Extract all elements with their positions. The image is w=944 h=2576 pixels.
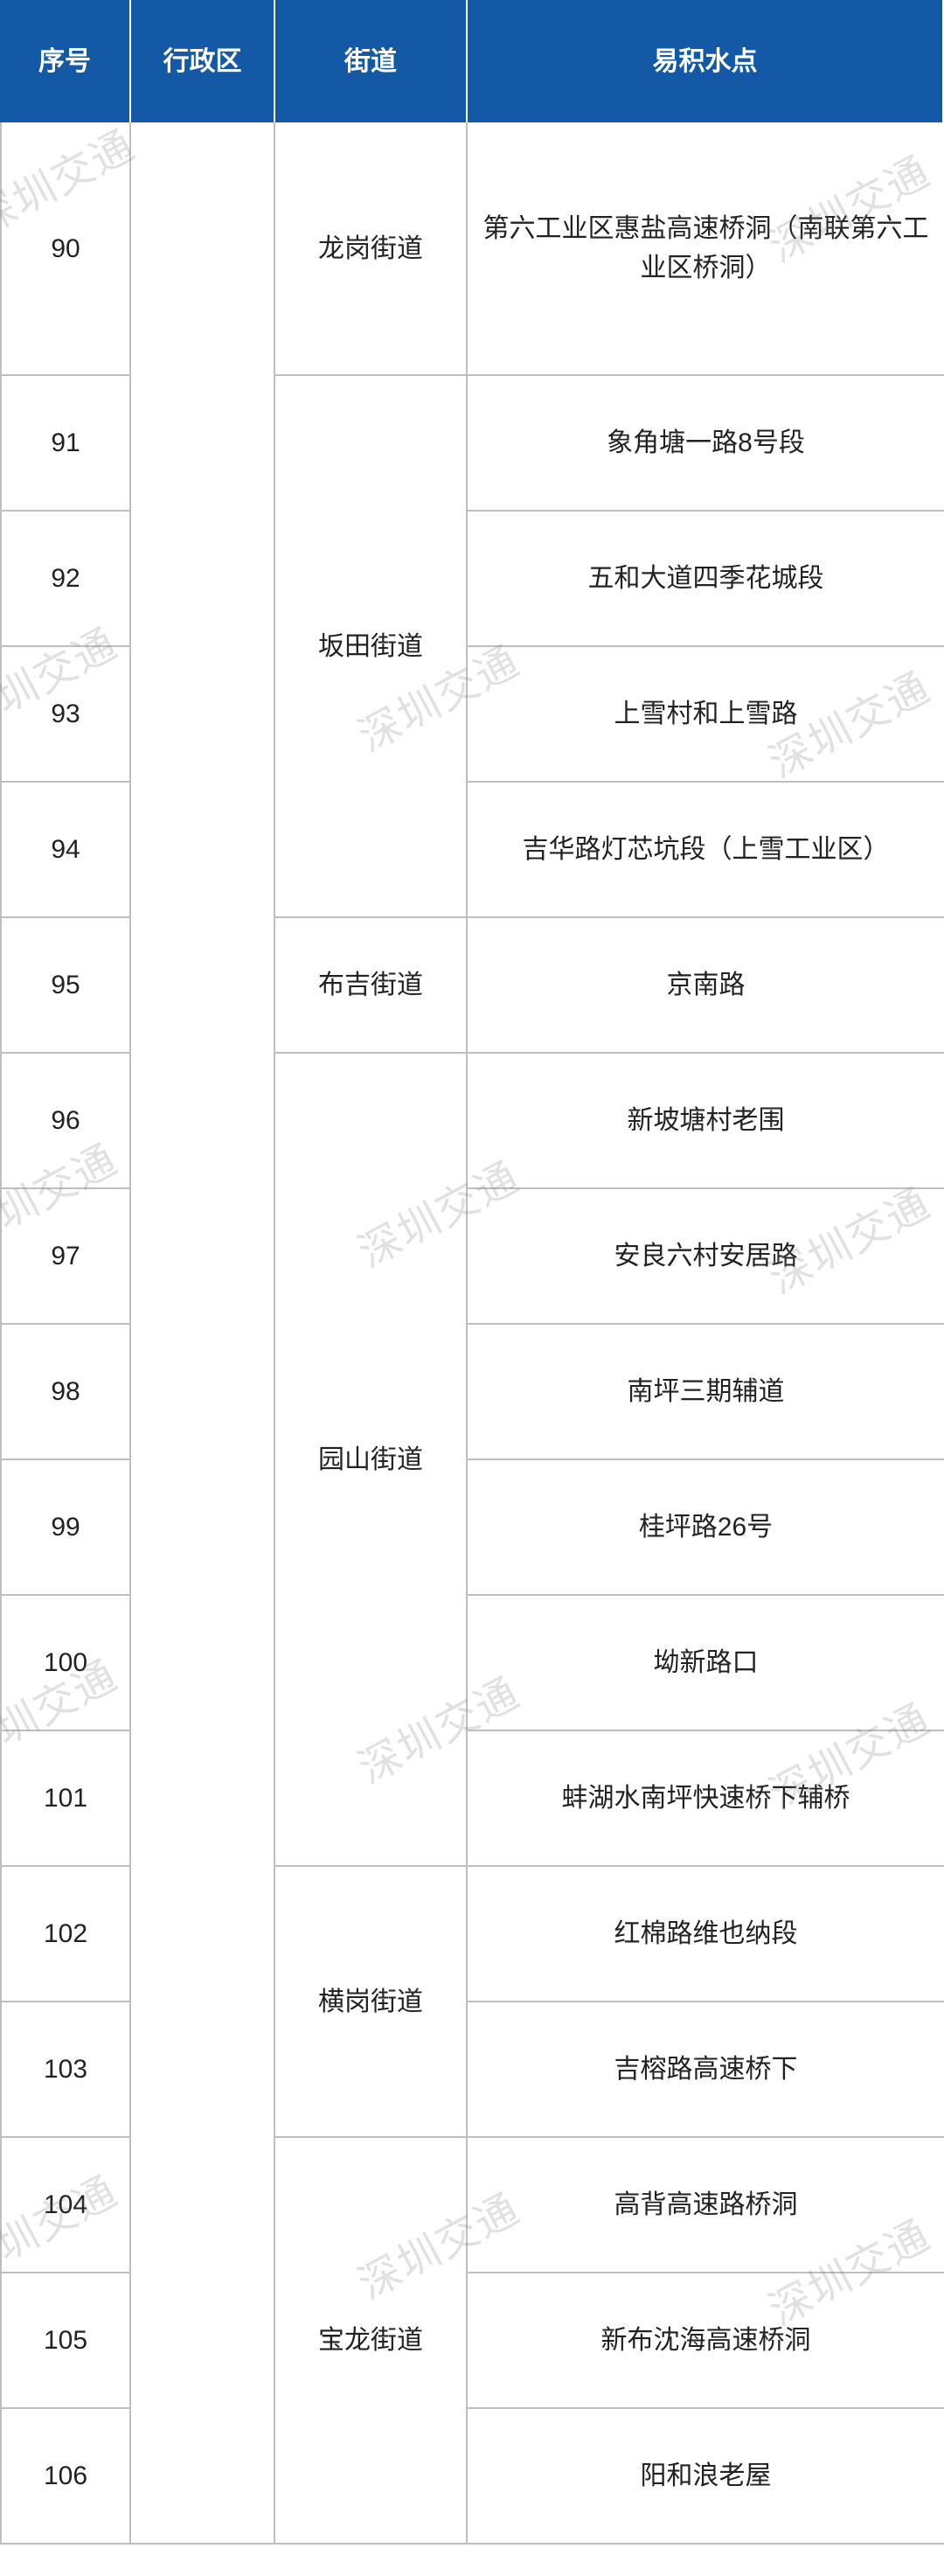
flood-point-cell: 红棉路维也纳段 xyxy=(468,1867,944,2002)
row-no: 102 xyxy=(0,1867,131,2002)
col-header-3: 易积水点 xyxy=(468,0,944,122)
row-no: 105 xyxy=(0,2273,131,2409)
flood-point-cell: 第六工业区惠盐高速桥洞（南联第六工业区桥洞） xyxy=(468,122,944,376)
street-cell: 坂田街道 xyxy=(275,376,468,918)
row-no: 97 xyxy=(0,1189,131,1325)
row-no: 103 xyxy=(0,2002,131,2138)
flood-point-table: 序号行政区街道易积水点 90 龙岗街道第六工业区惠盐高速桥洞（南联第六工业区桥洞） 9… xyxy=(0,0,944,2545)
row-no: 98 xyxy=(0,1325,131,1460)
flood-point-cell: 高背高速路桥洞 xyxy=(468,2138,944,2273)
row-no: 106 xyxy=(0,2409,131,2545)
row-no: 101 xyxy=(0,1731,131,1867)
district-cell xyxy=(131,122,275,2545)
street-cell: 宝龙街道 xyxy=(275,2138,468,2545)
row-no: 95 xyxy=(0,918,131,1054)
flood-point-cell: 吉榕路高速桥下 xyxy=(468,2002,944,2138)
flood-point-cell: 南坪三期辅道 xyxy=(468,1325,944,1460)
street-cell: 园山街道 xyxy=(275,1054,468,1867)
col-header-1: 行政区 xyxy=(131,0,275,122)
flood-point-cell: 象角塘一路8号段 xyxy=(468,376,944,512)
flood-point-cell: 京南路 xyxy=(468,918,944,1054)
row-no: 94 xyxy=(0,783,131,918)
flood-point-cell: 安良六村安居路 xyxy=(468,1189,944,1325)
row-no: 99 xyxy=(0,1460,131,1596)
street-cell: 龙岗街道 xyxy=(275,122,468,376)
flood-point-cell: 吉华路灯芯坑段（上雪工业区） xyxy=(468,783,944,918)
flood-point-cell: 蚌湖水南坪快速桥下辅桥 xyxy=(468,1731,944,1867)
row-no: 96 xyxy=(0,1054,131,1189)
flood-point-cell: 五和大道四季花城段 xyxy=(468,512,944,647)
flood-point-cell: 桂坪路26号 xyxy=(468,1460,944,1596)
row-no: 90 xyxy=(0,122,131,376)
col-header-2: 街道 xyxy=(275,0,468,122)
col-header-0: 序号 xyxy=(0,0,131,122)
flood-point-cell: 新布沈海高速桥洞 xyxy=(468,2273,944,2409)
street-cell: 布吉街道 xyxy=(275,918,468,1054)
row-no: 104 xyxy=(0,2138,131,2273)
flood-point-cell: 阳和浪老屋 xyxy=(468,2409,944,2545)
flood-point-cell: 上雪村和上雪路 xyxy=(468,647,944,783)
street-cell: 横岗街道 xyxy=(275,1867,468,2138)
row-no: 91 xyxy=(0,376,131,512)
row-no: 93 xyxy=(0,647,131,783)
row-no: 100 xyxy=(0,1596,131,1731)
row-no: 92 xyxy=(0,512,131,647)
flood-point-cell: 坳新路口 xyxy=(468,1596,944,1731)
flood-point-cell: 新坡塘村老围 xyxy=(468,1054,944,1189)
